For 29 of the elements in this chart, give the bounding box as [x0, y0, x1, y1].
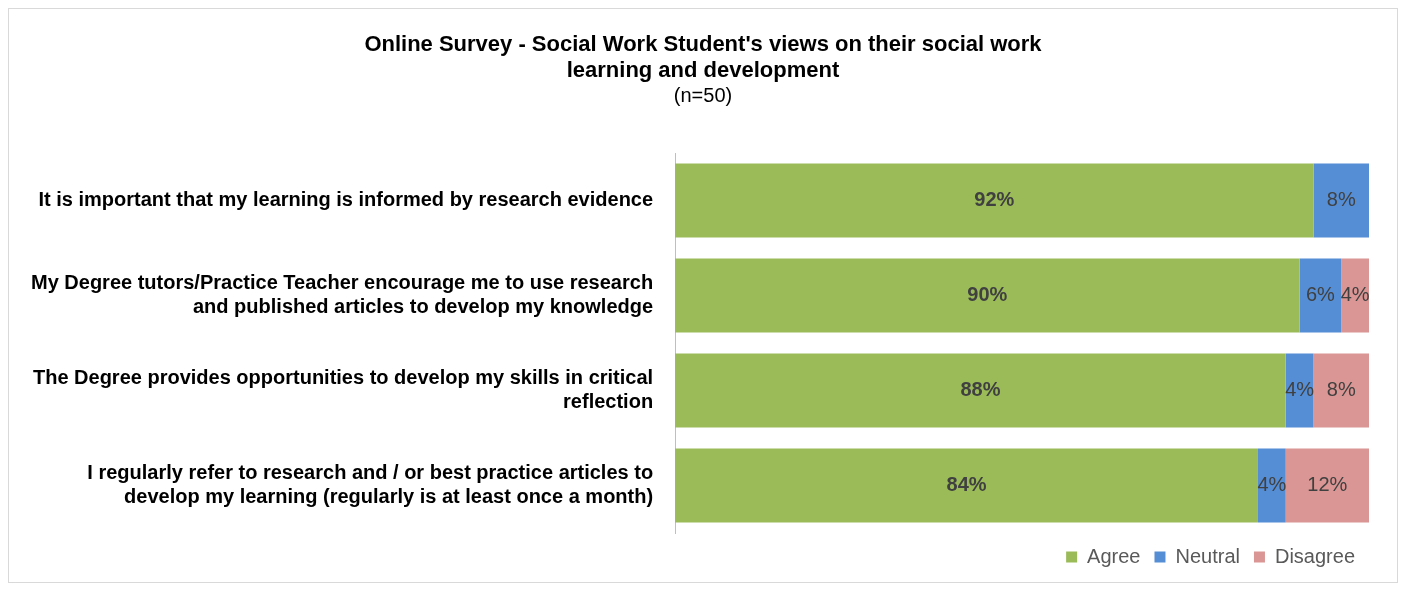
bar — [675, 353, 1286, 428]
data-label: 6% — [1305, 283, 1336, 306]
bar — [1313, 353, 1369, 428]
y-tick-label: It is important that my learning is informed by research evidence — [38, 188, 654, 211]
legend-label: Agree — [1087, 544, 1141, 567]
data-label: 84% — [946, 473, 987, 496]
bar — [1299, 258, 1342, 333]
data-label: 8% — [1326, 188, 1356, 211]
legend-label: Disagree — [1274, 544, 1356, 567]
data-label: 12% — [1307, 473, 1348, 496]
bar — [1257, 448, 1286, 523]
bar — [675, 448, 1258, 523]
bar — [1341, 258, 1369, 333]
y-tick-label: The Degree provides opportunities to develop my skills in critical reflection — [32, 366, 654, 413]
bar — [675, 163, 1314, 238]
data-label: 4% — [1257, 473, 1287, 496]
bar — [675, 258, 1300, 333]
data-label: 90% — [967, 283, 1008, 306]
data-label: 88% — [960, 378, 1001, 401]
data-label: 4% — [1340, 283, 1370, 306]
chart-subtitle: (n=50) — [672, 83, 734, 107]
data-label: 8% — [1326, 378, 1356, 401]
bar — [1313, 163, 1369, 238]
y-tick-label: I regularly refer to research and / or best practice articles to develop my learning (regularly is at least once a month) — [87, 461, 654, 508]
legend-label: Neutral — [1175, 544, 1240, 567]
bar — [1285, 448, 1369, 523]
data-label: 92% — [974, 188, 1015, 211]
y-tick-label: My Degree tutors/Practice Teacher encourage me to use research and published articles to develop my knowledge — [31, 271, 654, 318]
chart-title: Online Survey - Social Work Student's views on their social work learning and development — [363, 30, 1043, 83]
